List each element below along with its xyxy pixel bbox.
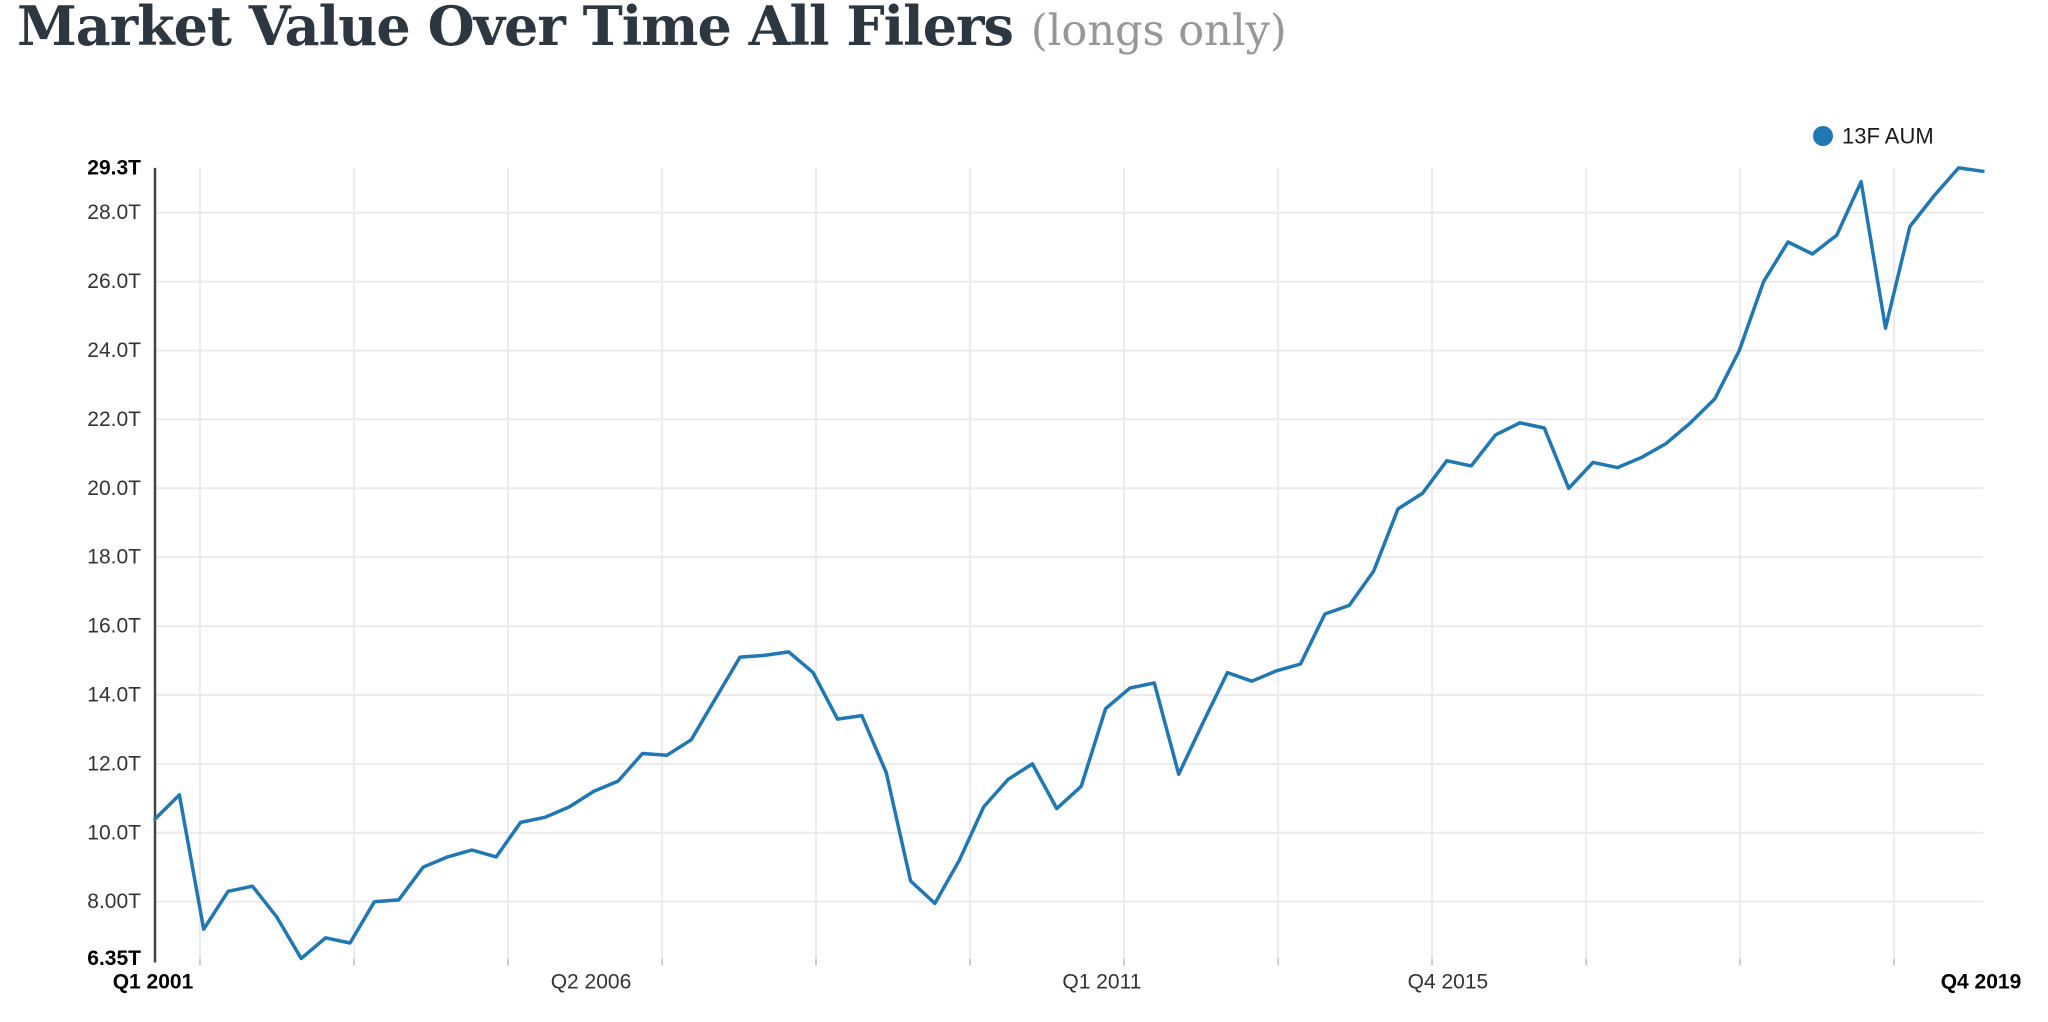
x-tick-label: Q4 2019 bbox=[1941, 971, 2022, 994]
grid-layer bbox=[155, 167, 1983, 966]
aum-line-series[interactable] bbox=[153, 166, 1985, 961]
y-tick-label: 20.0T bbox=[87, 477, 141, 500]
x-tick-label: Q1 2001 bbox=[113, 971, 194, 994]
legend-label: 13F AUM bbox=[1842, 124, 1934, 149]
y-tick-label: 22.0T bbox=[87, 408, 141, 431]
y-tick-label: 6.35T bbox=[87, 947, 141, 970]
y-tick-label: 12.0T bbox=[87, 752, 141, 775]
y-tick-label: 8.00T bbox=[87, 890, 141, 913]
chart-header: Market Value Over Time All Filers (longs… bbox=[17, 0, 1287, 58]
y-tick-label: 10.0T bbox=[87, 821, 141, 844]
page-subtitle: (longs only) bbox=[1030, 6, 1287, 56]
x-tick-label: Q2 2006 bbox=[551, 971, 632, 994]
x-tick-label: Q1 2011 bbox=[1062, 971, 1141, 994]
legend: 13F AUM bbox=[1813, 124, 1934, 149]
page-title: Market Value Over Time All Filers bbox=[17, 0, 1014, 58]
y-tick-label: 26.0T bbox=[87, 270, 141, 293]
label-layer: 8.00T 10.0T 12.0T 14.0T 16.0T 18.0T 20.0T 22.0T… bbox=[87, 156, 2021, 993]
y-tick-label: 24.0T bbox=[87, 339, 141, 362]
y-tick-label: 14.0T bbox=[87, 683, 141, 706]
y-tick-label: 16.0T bbox=[87, 615, 141, 638]
series-layer[interactable] bbox=[153, 166, 1985, 961]
y-tick-label: 29.3T bbox=[87, 156, 141, 179]
legend-marker-icon bbox=[1813, 126, 1833, 146]
x-tick-label: Q4 2015 bbox=[1408, 971, 1489, 994]
y-tick-label: 18.0T bbox=[87, 546, 141, 569]
y-tick-label: 28.0T bbox=[87, 201, 141, 224]
